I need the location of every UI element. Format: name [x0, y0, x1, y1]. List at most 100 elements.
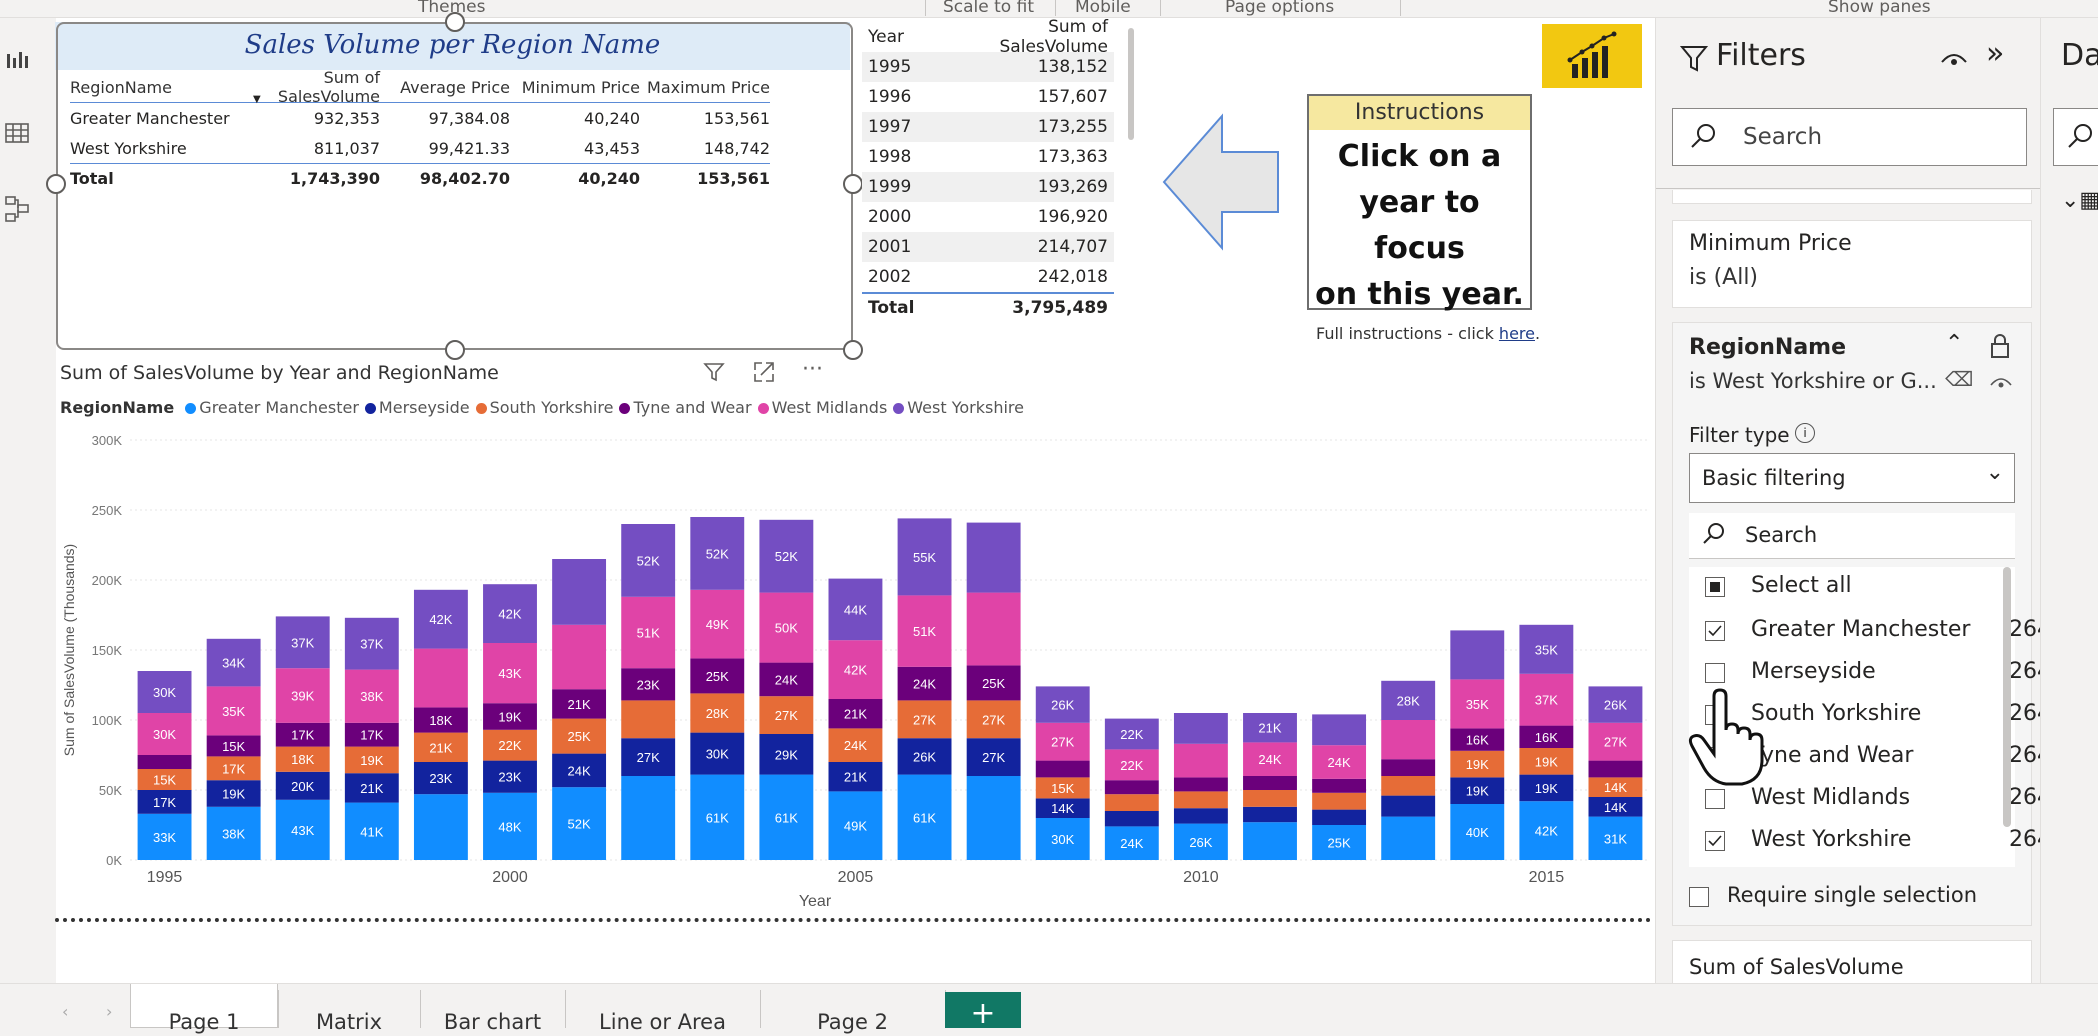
filter-item-checkbox[interactable] — [1705, 663, 1725, 683]
bar-segment[interactable] — [137, 713, 192, 755]
matrix-row[interactable]: West Yorkshire 811,037 99,421.33 43,453 … — [70, 133, 770, 163]
bar-segment[interactable] — [275, 616, 330, 669]
list-scrollbar[interactable] — [2003, 567, 2011, 827]
matrix-header[interactable]: Sum of SalesVolume — [277, 68, 380, 106]
bar-segment[interactable] — [1312, 792, 1367, 810]
filter-item-label[interactable]: West Midlands 264 — [1751, 785, 2051, 810]
filter-item-label[interactable]: Tyne and Wear 264 — [1751, 743, 2051, 768]
bar-segment[interactable] — [828, 728, 883, 762]
bar-segment[interactable] — [206, 638, 261, 687]
year-table-scrollbar[interactable] — [1128, 28, 1134, 140]
bar-segment[interactable] — [1312, 745, 1367, 779]
bar-segment[interactable] — [1173, 823, 1228, 860]
bar-segment[interactable] — [1243, 742, 1297, 776]
bar-segment[interactable] — [552, 753, 607, 788]
bar-segment[interactable] — [1519, 774, 1574, 802]
instructions-box[interactable]: Instructions Click on a year to focus on… — [1307, 94, 1532, 312]
bar-segment[interactable] — [897, 518, 952, 596]
year-row[interactable]: 2001 214,707 — [862, 232, 1114, 262]
bar-segment[interactable] — [483, 643, 537, 704]
bar-segment[interactable] — [1243, 790, 1297, 807]
bar-segment[interactable] — [1035, 818, 1090, 860]
bar-segment[interactable] — [483, 703, 537, 730]
filter-item-checkbox[interactable] — [1705, 831, 1725, 851]
bar-segment[interactable] — [206, 806, 261, 860]
bar-segment[interactable] — [1243, 776, 1297, 790]
bar-segment[interactable] — [344, 773, 399, 803]
year-row[interactable]: 1996 157,607 — [862, 82, 1114, 112]
bar-segment[interactable] — [1312, 778, 1367, 793]
bar-segment[interactable] — [137, 671, 192, 713]
select-all-label[interactable]: Select all — [1751, 573, 1852, 598]
bar-segment[interactable] — [1588, 686, 1643, 723]
bar-segment[interactable] — [206, 756, 261, 781]
more-options-icon[interactable]: ··· — [802, 357, 823, 382]
bar-segment[interactable] — [344, 669, 399, 723]
min-price-filter-card[interactable]: Minimum Price is (All) — [1672, 220, 2032, 308]
bar-segment[interactable] — [552, 689, 607, 719]
bar-segment[interactable] — [1381, 795, 1436, 817]
bar-segment[interactable] — [344, 802, 399, 860]
bar-segment[interactable] — [828, 578, 883, 641]
region-filter-card[interactable]: RegionName ⌃ is West Yorkshire or G... ⌫… — [1672, 322, 2051, 926]
matrix-row[interactable]: Greater Manchester 932,353 97,384.08 40,… — [70, 103, 770, 133]
collapse-card-icon[interactable]: ⌃ — [1945, 331, 1964, 356]
bar-segment[interactable] — [1381, 816, 1436, 860]
bar-segment[interactable] — [275, 746, 330, 772]
bar-segment[interactable] — [206, 686, 261, 736]
page-tab[interactable]: Page 2 — [817, 1010, 888, 1034]
prev-page-icon[interactable]: ‹ — [62, 1002, 69, 1021]
bar-segment[interactable] — [1450, 750, 1505, 778]
bar-segment[interactable] — [275, 771, 330, 800]
bar-segment[interactable] — [759, 662, 814, 697]
bar-segment[interactable] — [1243, 822, 1297, 860]
region-matrix[interactable]: RegionName Sum of SalesVolume Average Pr… — [70, 68, 770, 193]
bar-segment[interactable] — [1588, 816, 1643, 860]
model-view-icon[interactable] — [2, 194, 32, 224]
mobile-label[interactable]: Mobile — [1075, 0, 1131, 17]
full-instructions-link[interactable]: here — [1498, 324, 1535, 343]
scale-to-fit-label[interactable]: Scale to fit — [943, 0, 1034, 17]
bar-segment[interactable] — [413, 648, 468, 708]
bar-segment[interactable] — [1381, 759, 1436, 776]
year-row[interactable]: 1999 193,269 — [862, 172, 1114, 202]
legend-item[interactable]: South Yorkshire — [489, 398, 614, 417]
bar-segment[interactable] — [413, 589, 468, 649]
focus-mode-icon[interactable] — [752, 360, 776, 390]
legend-item[interactable]: Greater Manchester — [199, 398, 359, 417]
bar-segment[interactable] — [966, 700, 1021, 739]
expand-table-icon[interactable]: ⌄▦ — [2061, 188, 2098, 213]
bar-segment[interactable] — [137, 813, 192, 860]
bar-segment[interactable] — [1035, 722, 1090, 761]
resize-handle[interactable] — [843, 174, 863, 194]
bar-segment[interactable] — [1519, 748, 1574, 775]
bar-segment[interactable] — [1519, 673, 1574, 726]
filter-item-label[interactable]: West Yorkshire 264 — [1751, 827, 2051, 852]
bar-segment[interactable] — [621, 668, 676, 701]
bar-segment[interactable] — [1450, 630, 1505, 680]
require-single-checkbox[interactable] — [1689, 887, 1709, 907]
bar-segment[interactable] — [1035, 686, 1090, 723]
bar-segment[interactable] — [828, 762, 883, 792]
bar-segment[interactable] — [759, 592, 814, 663]
bar-segment[interactable] — [1035, 777, 1090, 799]
show-panes-label[interactable]: Show panes — [1828, 0, 1931, 17]
bar-segment[interactable] — [1519, 624, 1574, 674]
year-row[interactable]: 1997 173,255 — [862, 112, 1114, 142]
bar-segment[interactable] — [344, 617, 399, 670]
table-view-icon[interactable] — [2, 118, 32, 148]
year-row[interactable]: 1995 138,152 — [862, 52, 1114, 82]
bar-segment[interactable] — [1381, 776, 1436, 796]
legend-item[interactable]: West Midlands — [771, 398, 888, 417]
bar-segment[interactable] — [1588, 797, 1643, 817]
bar-segment[interactable] — [897, 774, 952, 860]
year-row[interactable]: 2002 242,018 — [862, 262, 1114, 292]
bar-segment[interactable] — [1450, 777, 1505, 804]
year-row[interactable]: 1998 173,363 — [862, 142, 1114, 172]
bar-segment[interactable] — [759, 734, 814, 775]
bar-segment[interactable] — [621, 524, 676, 597]
bar-segment[interactable] — [1243, 806, 1297, 823]
bar-segment[interactable] — [828, 699, 883, 729]
bar-segment[interactable] — [1450, 728, 1505, 751]
matrix-header[interactable]: Average Price — [400, 77, 510, 97]
